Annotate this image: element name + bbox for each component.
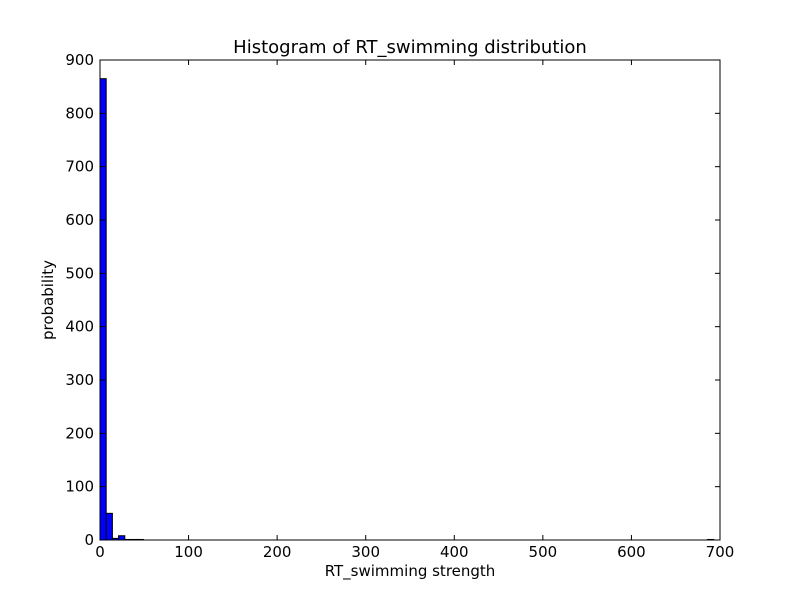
y-tick-label: 200: [65, 424, 94, 442]
y-tick-label: 900: [65, 51, 94, 69]
histogram-bar: [118, 535, 126, 541]
x-tick-label: 300: [351, 543, 380, 561]
y-tick-label: 0: [84, 531, 94, 549]
x-tick-label: 700: [706, 543, 735, 561]
x-axis-label: RT_swimming strength: [325, 562, 496, 581]
x-tick-label: 0: [95, 543, 105, 561]
bars-group: [99, 78, 715, 541]
y-tick-label: 800: [65, 104, 94, 122]
y-tick-label: 300: [65, 371, 94, 389]
x-tick-label: 500: [529, 543, 558, 561]
chart-title: Histogram of RT_swimming distribution: [233, 37, 587, 58]
x-tick-label: 400: [440, 543, 469, 561]
y-tick-label: 600: [65, 211, 94, 229]
plot-frame: [99, 59, 721, 541]
ticks-group: 0 100 200 300 400 500 600 700 0 100 200 300 400 500 60…: [65, 51, 734, 561]
x-tick-label: 200: [263, 543, 292, 561]
histogram-bar: [99, 78, 107, 541]
y-tick-label: 100: [65, 478, 94, 496]
y-tick-label: 500: [65, 264, 94, 282]
y-tick-label: 700: [65, 158, 94, 176]
histogram-bar: [105, 512, 113, 541]
y-tick-label: 400: [65, 318, 94, 336]
x-tick-label: 600: [617, 543, 646, 561]
y-axis-label: probability: [39, 260, 57, 340]
x-tick-label: 100: [174, 543, 203, 561]
